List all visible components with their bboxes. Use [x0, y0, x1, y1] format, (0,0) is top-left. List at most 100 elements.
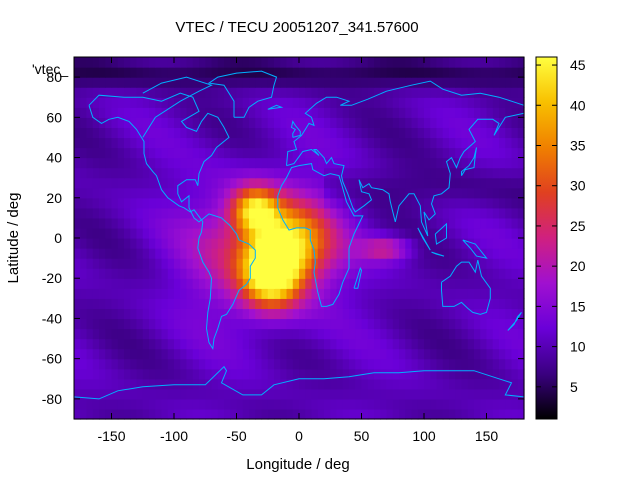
- heatmap-cell: [192, 147, 200, 159]
- heatmap-cell: [411, 187, 419, 199]
- heatmap-cell: [242, 378, 250, 390]
- heatmap-cell: [236, 358, 244, 370]
- heatmap-cell: [80, 207, 88, 219]
- heatmap-cell: [474, 388, 481, 400]
- heatmap-cell: [267, 127, 275, 139]
- heatmap-cell: [167, 187, 175, 199]
- heatmap-cell: [186, 338, 194, 350]
- heatmap-cell: [111, 187, 119, 199]
- heatmap-cell: [86, 258, 94, 269]
- heatmap-cell: [286, 328, 294, 340]
- heatmap-cell: [292, 278, 300, 289]
- heatmap-cell: [399, 137, 406, 149]
- heatmap-cell: [311, 217, 319, 229]
- heatmap-cell: [405, 87, 413, 98]
- heatmap-cell: [236, 167, 244, 179]
- heatmap-cell: [205, 197, 213, 209]
- heatmap-cell: [124, 258, 131, 269]
- heatmap-cell: [124, 408, 131, 420]
- heatmap-cell: [267, 298, 275, 309]
- heatmap-cell: [317, 318, 325, 330]
- heatmap-cell: [505, 227, 513, 239]
- heatmap-cell: [74, 288, 81, 299]
- heatmap-cell: [217, 368, 225, 380]
- heatmap-cell: [167, 177, 175, 189]
- heatmap-cell: [467, 348, 475, 360]
- heatmap-cell: [417, 187, 425, 199]
- heatmap-cell: [99, 398, 106, 410]
- heatmap-cell: [517, 298, 525, 309]
- heatmap-cell: [255, 258, 263, 269]
- heatmap-cell: [86, 127, 94, 139]
- heatmap-cell: [167, 167, 175, 179]
- heatmap-cell: [136, 67, 144, 78]
- heatmap-cell: [411, 258, 419, 269]
- heatmap-cell: [411, 308, 419, 320]
- heatmap-cell: [217, 207, 225, 219]
- heatmap-cell: [217, 298, 225, 309]
- heatmap-cell: [186, 408, 194, 420]
- heatmap-cell: [492, 177, 500, 189]
- heatmap-cell: [211, 187, 219, 199]
- heatmap-cell: [105, 278, 113, 289]
- heatmap-cell: [405, 107, 413, 118]
- heatmap-cell: [517, 258, 525, 269]
- heatmap-cell: [417, 348, 425, 360]
- heatmap-cell: [392, 318, 400, 330]
- heatmap-cell: [117, 167, 125, 179]
- heatmap-cell: [149, 217, 156, 229]
- heatmap-cell: [117, 227, 125, 239]
- heatmap-cell: [192, 137, 200, 149]
- heatmap-cell: [492, 207, 500, 219]
- heatmap-cell: [305, 217, 313, 229]
- heatmap-cell: [511, 87, 519, 98]
- heatmap-cell: [330, 137, 338, 149]
- heatmap-cell: [367, 177, 375, 189]
- heatmap-cell: [242, 87, 250, 98]
- heatmap-cell: [424, 398, 431, 410]
- heatmap-cell: [224, 268, 231, 279]
- heatmap-cell: [399, 318, 406, 330]
- heatmap-cell: [342, 197, 350, 209]
- heatmap-cell: [142, 147, 150, 159]
- heatmap-cell: [230, 358, 238, 370]
- heatmap-cell: [99, 298, 106, 309]
- heatmap-cell: [367, 368, 375, 380]
- heatmap-cell: [442, 87, 450, 98]
- heatmap-cell: [374, 328, 381, 340]
- heatmap-cell: [161, 157, 169, 169]
- heatmap-cell: [455, 147, 463, 159]
- heatmap-cell: [361, 268, 369, 279]
- heatmap-cell: [167, 298, 175, 309]
- heatmap-cell: [367, 318, 375, 330]
- heatmap-cell: [92, 87, 100, 98]
- heatmap-cell: [336, 408, 344, 420]
- heatmap-cell: [180, 268, 188, 279]
- heatmap-cell: [324, 217, 331, 229]
- heatmap-cell: [317, 127, 325, 139]
- heatmap-cell: [399, 227, 406, 239]
- heatmap-cell: [211, 298, 219, 309]
- heatmap-cell: [230, 177, 238, 189]
- heatmap-cell: [461, 318, 469, 330]
- heatmap-cell: [224, 177, 231, 189]
- heatmap-cell: [367, 107, 375, 118]
- heatmap-cell: [374, 187, 381, 199]
- heatmap-cell: [330, 358, 338, 370]
- heatmap-cell: [261, 308, 269, 320]
- heatmap-cell: [80, 358, 88, 370]
- heatmap-cell: [311, 358, 319, 370]
- heatmap-cell: [186, 157, 194, 169]
- heatmap-cell: [74, 227, 81, 239]
- heatmap-cell: [199, 358, 206, 370]
- heatmap-cell: [311, 398, 319, 410]
- heatmap-cell: [149, 338, 156, 350]
- heatmap-cell: [130, 288, 138, 299]
- heatmap-cell: [467, 238, 475, 249]
- heatmap-cell: [255, 87, 263, 98]
- heatmap-cell: [511, 77, 519, 88]
- heatmap-cell: [355, 227, 363, 239]
- heatmap-cell: [217, 157, 225, 169]
- heatmap-cell: [105, 288, 113, 299]
- heatmap-cell: [467, 268, 475, 279]
